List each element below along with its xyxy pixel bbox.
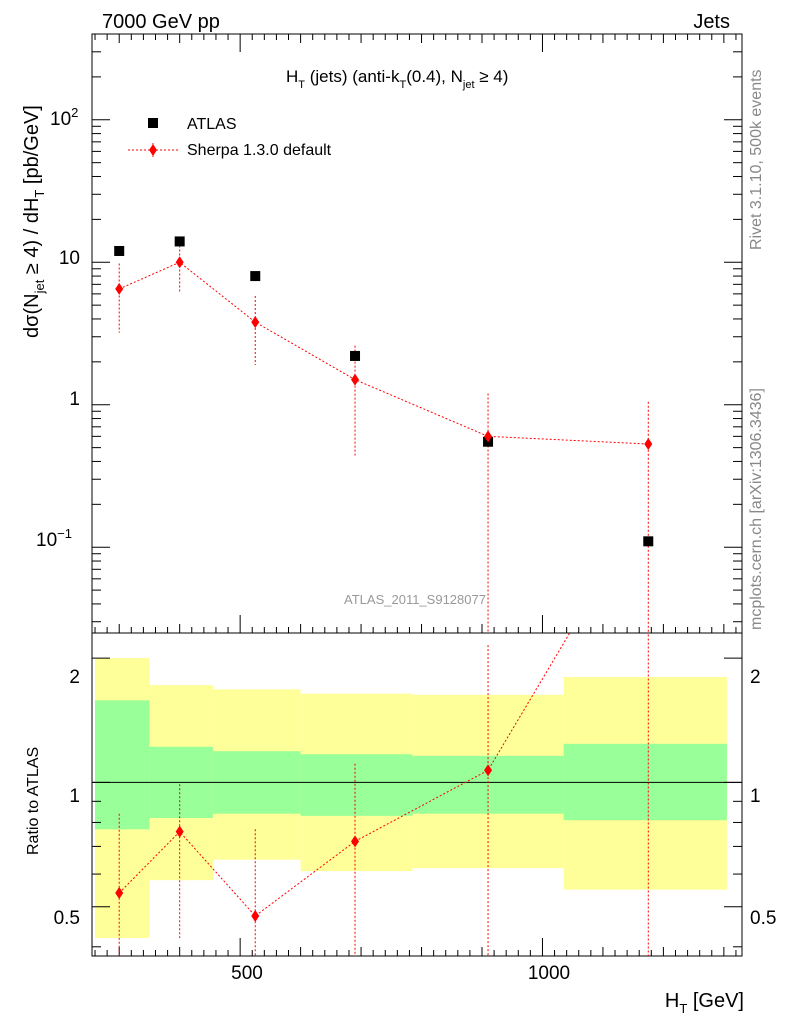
sherpa-point-0	[115, 282, 124, 295]
sherpa-line	[119, 261, 649, 445]
y-tick-label-0.1: 10−1	[36, 526, 72, 551]
atlas-point-0	[114, 245, 125, 256]
sherpa-point-3	[351, 373, 360, 386]
analysis-watermark: ATLAS_2011_S9128077	[344, 592, 486, 607]
ratio-series	[115, 495, 652, 956]
legend-atlas-label: ATLAS	[187, 116, 237, 133]
legend-sherpa-marker	[149, 144, 157, 156]
rivet-label: Rivet 3.1.10, 500k events	[748, 69, 765, 250]
ratio-point-2	[251, 909, 260, 922]
y-tick-label-10: 10	[59, 248, 80, 269]
legend-atlas-marker	[148, 118, 158, 128]
ratio-axis-title: Ratio to ATLAS	[25, 747, 42, 855]
y-tick-labels: 10−1 1 10 102	[36, 105, 80, 551]
sherpa-point-5	[644, 438, 653, 451]
ratio-tick-0.5-right: 0.5	[750, 908, 776, 929]
header-left: 7000 GeV pp	[102, 11, 220, 33]
sherpa-point-4	[484, 430, 493, 443]
sherpa-point-2	[251, 316, 260, 329]
ratio-tick-1-right: 1	[750, 786, 761, 807]
band-inner-3	[300, 754, 413, 816]
plot-title: HT (jets) (anti-kT(0.4), Njet ≥ 4)	[286, 67, 508, 91]
ratio-tick-1-left: 1	[69, 786, 80, 807]
ratio-point-0	[115, 886, 124, 899]
y-tick-label-100: 102	[50, 105, 78, 130]
band-inner-0	[95, 700, 150, 830]
uncertainty-bands	[95, 658, 727, 939]
ratio-tick-labels: 0.5 1 2 0.5 1 2	[54, 667, 777, 929]
ratio-point-4	[484, 764, 493, 777]
atlas-point-3	[350, 350, 361, 361]
x-tick-label-1000: 1000	[528, 963, 570, 984]
sherpa-point-1	[175, 256, 184, 269]
ratio-panel	[91, 34, 743, 957]
y-axis-title: dσ(Njet ≥ 4) / dHT [pb/GeV]	[21, 105, 47, 338]
x-ticks	[94, 34, 737, 956]
atlas-point-2	[250, 271, 261, 282]
ratio-point-3	[351, 835, 360, 848]
atlas-point-1	[174, 236, 185, 247]
data-series	[114, 236, 654, 633]
ratio-frame	[91, 632, 743, 957]
ratio-line	[118, 633, 571, 917]
ratio-point-1	[175, 825, 184, 838]
atlas-point-5	[643, 536, 654, 547]
ratio-y-ticks	[92, 657, 742, 948]
legend-sherpa-label: Sherpa 1.3.0 default	[187, 142, 332, 159]
y-tick-label-1: 1	[69, 389, 80, 410]
ratio-tick-2-left: 2	[69, 667, 80, 688]
ratio-point-5	[644, 495, 652, 507]
x-tick-labels: 500 1000	[231, 963, 570, 984]
ratio-tick-2-right: 2	[750, 667, 761, 688]
header-right: Jets	[693, 11, 730, 33]
y-ticks	[92, 33, 742, 623]
legend: ATLAS Sherpa 1.3.0 default	[128, 116, 332, 159]
mcplots-label: mcplots.cern.ch [arXiv:1306.3436]	[748, 388, 765, 630]
x-axis-title: HT [GeV]	[665, 990, 744, 1016]
ratio-tick-0.5-left: 0.5	[54, 908, 80, 929]
x-tick-label-500: 500	[231, 963, 263, 984]
